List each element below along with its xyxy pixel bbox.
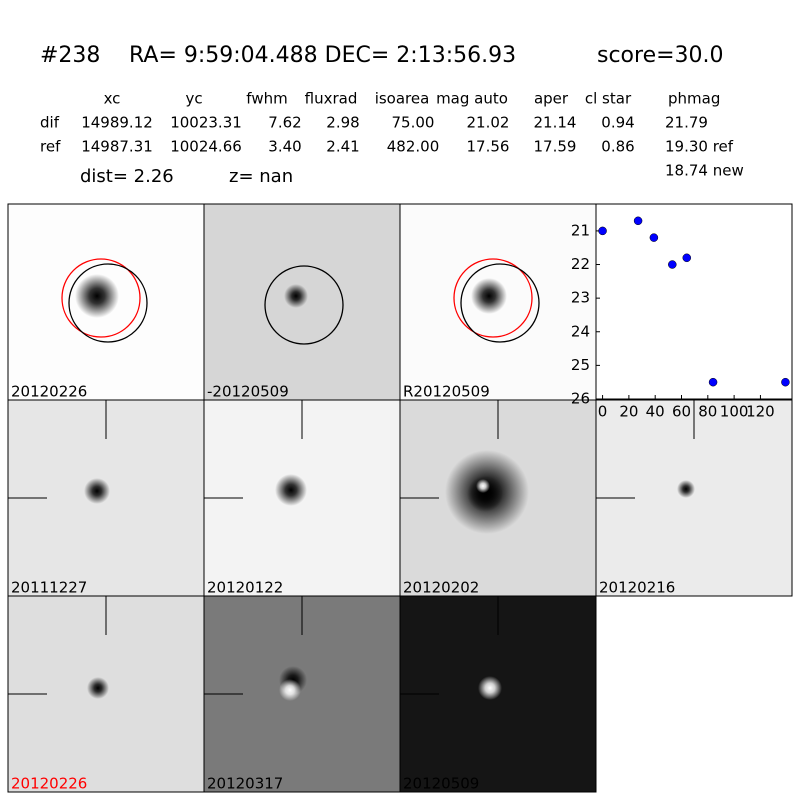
dist: dist= 2.26 (80, 166, 174, 187)
z-value: z= nan (229, 166, 293, 187)
x-tick-label: 60 (672, 403, 691, 421)
data-point (598, 226, 607, 236)
table-cell: 21.02 (467, 114, 510, 132)
data-point (682, 253, 692, 263)
stamp-label: 20120216 (599, 579, 675, 597)
column-header: fwhm (246, 90, 287, 108)
stamp-label: 20120202 (403, 579, 479, 597)
source-blob (284, 284, 308, 308)
column-header: xc (104, 90, 121, 108)
source-blob (275, 474, 307, 506)
stamp-label: -20120509 (207, 383, 289, 401)
x-tick-label: 40 (646, 403, 665, 421)
column-header: mag auto (436, 90, 508, 108)
new-mag: 18.74 new (665, 162, 744, 180)
stamp-label: 20120226 (11, 775, 87, 793)
column-header: phmag (668, 90, 720, 108)
data-point (708, 377, 718, 387)
table-cell: ref (40, 138, 61, 156)
data-point (649, 233, 659, 242)
x-tick-label: 0 (598, 403, 608, 421)
table-cell: 75.00 (392, 114, 435, 132)
plot-frame (595, 203, 793, 400)
source-blob (478, 676, 502, 700)
column-header: cl star (585, 90, 632, 108)
stamp-label: 20111227 (11, 579, 87, 597)
y-tick-label: 21 (571, 221, 590, 239)
aperture-circle (68, 263, 148, 343)
table-cell: 7.62 (268, 114, 301, 132)
table-cell: 0.86 (601, 138, 634, 156)
aperture-circle (61, 258, 141, 338)
source-blob (84, 478, 110, 504)
y-tick-label: 25 (571, 356, 590, 374)
aperture-circle (453, 258, 533, 338)
table-cell: 10023.31 (170, 114, 242, 132)
table-cell: 2.98 (326, 114, 359, 132)
x-tick-label: 100 (720, 403, 749, 421)
y-tick-label: 22 (571, 255, 590, 273)
column-header: yc (185, 90, 202, 108)
coordinates: RA= 9:59:04.488 DEC= 2:13:56.93 (129, 43, 516, 68)
table-cell: 2.41 (326, 138, 359, 156)
table-cell: 21.14 (534, 114, 577, 132)
table-cell: 14989.12 (81, 114, 153, 132)
data-point (668, 260, 677, 269)
y-tick-label: 23 (571, 289, 590, 307)
table-cell: 3.40 (268, 138, 301, 156)
aperture-circle (460, 263, 540, 343)
y-tick-label: 26 (571, 390, 590, 408)
score: score=30.0 (597, 43, 724, 68)
stamp-frame (595, 399, 793, 597)
y-tick-label: 24 (571, 322, 590, 340)
source-blob (279, 679, 301, 701)
stamp-label: 20120122 (207, 579, 283, 597)
x-tick-label: 20 (619, 403, 638, 421)
x-tick-label: 80 (698, 403, 717, 421)
column-header: isoarea (375, 90, 430, 108)
stamp-label: 20120317 (207, 775, 283, 793)
aperture-circle (264, 265, 344, 345)
stamp-frame (399, 595, 597, 793)
x-tick-label: 120 (746, 403, 775, 421)
table-cell: dif (40, 114, 60, 132)
table-cell: 17.59 (534, 138, 577, 156)
table-cell: 10024.66 (170, 138, 242, 156)
stamp-label: 20120509 (403, 775, 479, 793)
table-cell: 17.56 (467, 138, 510, 156)
object-id: #238 (40, 43, 100, 68)
source-blob (467, 476, 503, 512)
source-blob (476, 479, 490, 493)
table-cell: 21.79 (665, 114, 708, 132)
stamp-label: R20120509 (403, 383, 490, 401)
source-blob (471, 278, 507, 314)
column-header: aper (534, 90, 569, 108)
source-blob (677, 480, 695, 498)
source-blob (75, 274, 119, 318)
data-point (781, 377, 790, 387)
stamp-label: 20120226 (11, 383, 87, 401)
table-cell: 0.94 (601, 114, 634, 132)
column-header: fluxrad (305, 90, 358, 108)
table-cell: 19.30 ref (665, 138, 734, 156)
data-point (633, 216, 643, 226)
source-blob (87, 677, 109, 699)
table-cell: 482.00 (387, 138, 440, 156)
table-cell: 14987.31 (81, 138, 153, 156)
plot-background (596, 204, 792, 399)
